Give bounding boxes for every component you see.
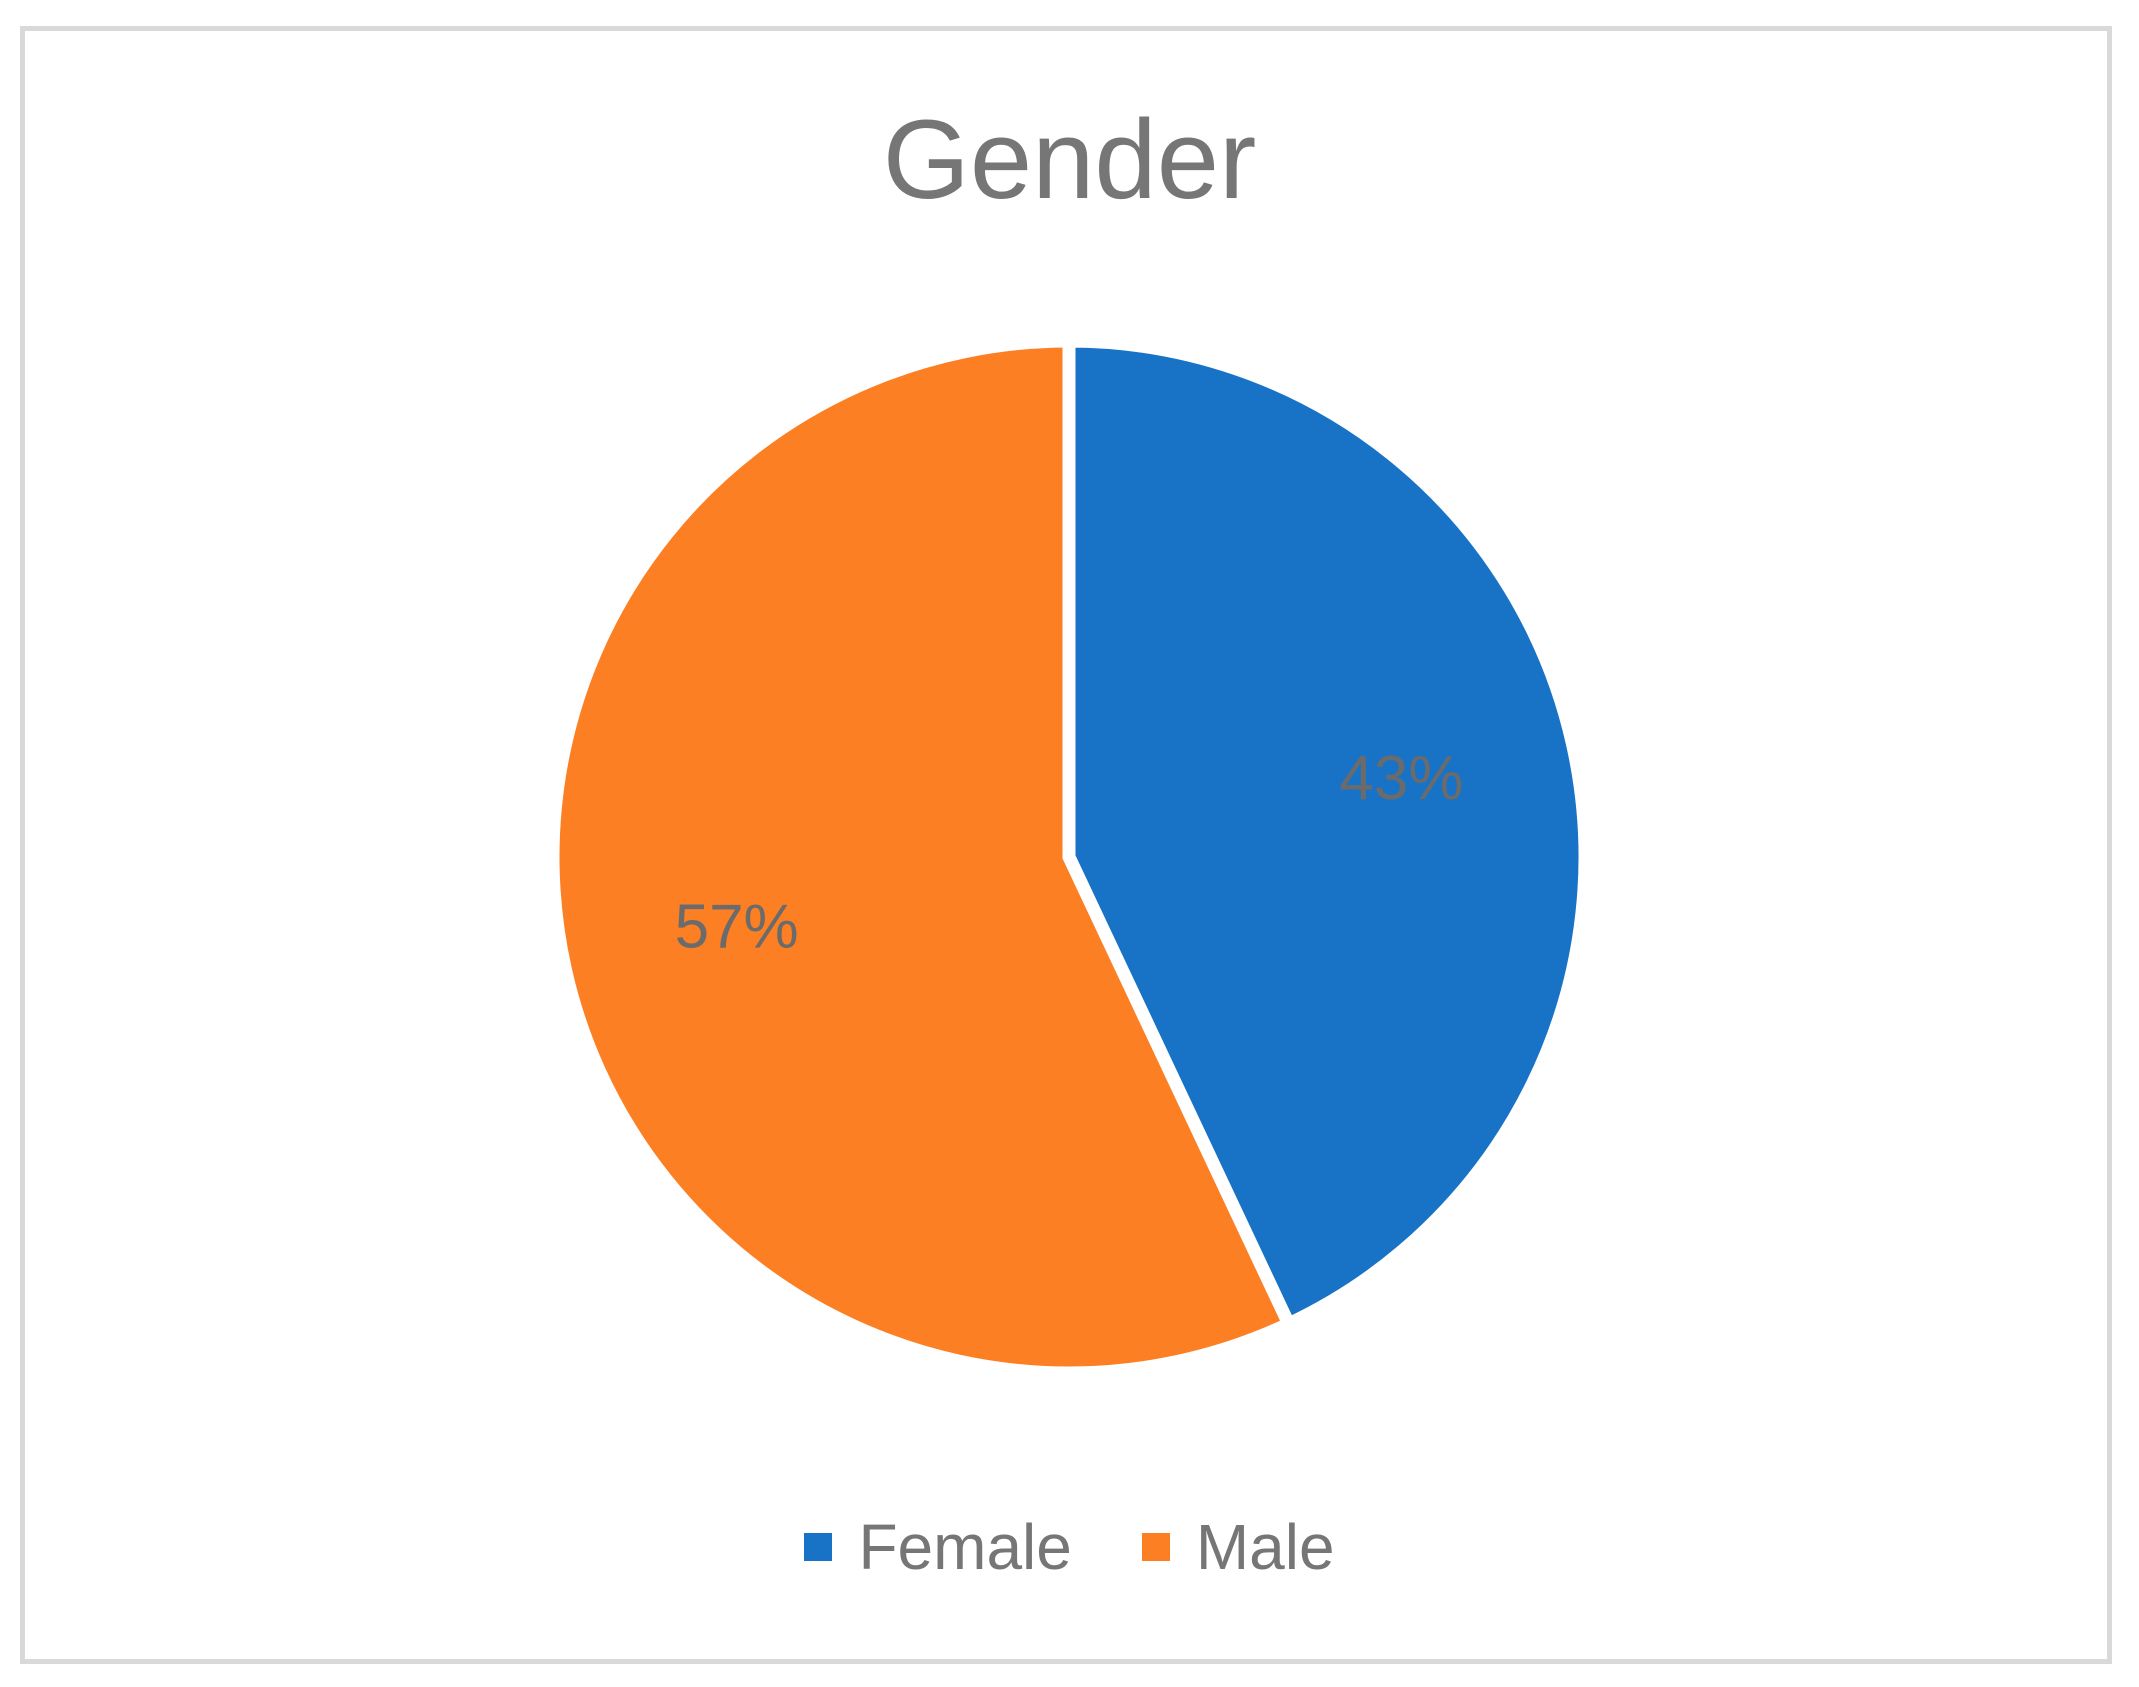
pie-slices xyxy=(546,334,1592,1380)
data-label-male: 57% xyxy=(675,893,799,962)
legend-label-male: Male xyxy=(1195,1511,1335,1583)
chart-title: Gender xyxy=(882,97,1257,222)
pie-slice-male xyxy=(546,334,1298,1380)
legend-swatch-female xyxy=(804,1533,833,1561)
legend-item-male: Male xyxy=(1141,1510,1335,1584)
legend-label-female: Female xyxy=(858,1511,1072,1583)
data-label-female: 43% xyxy=(1339,744,1463,813)
legend: Female Male xyxy=(0,1510,2139,1584)
pie-slice-female xyxy=(1062,334,1592,1333)
pie-data-labels: 43% 57% xyxy=(675,744,1464,962)
legend-item-female: Female xyxy=(804,1510,1072,1584)
legend-swatch-male xyxy=(1141,1533,1170,1561)
